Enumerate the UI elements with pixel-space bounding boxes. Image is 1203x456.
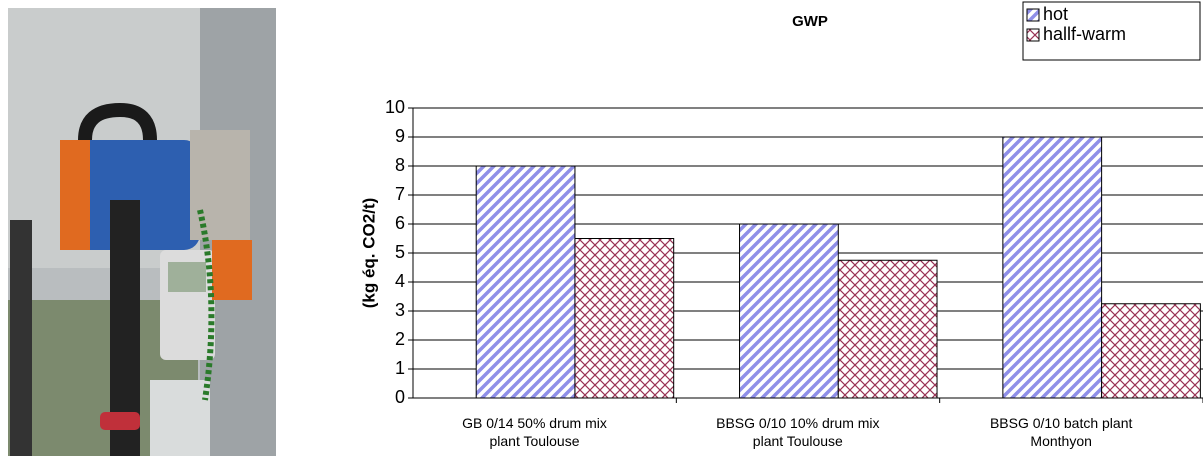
bar <box>1002 136 1103 399</box>
legend-label: hallf-warm <box>1043 24 1126 44</box>
legend-swatch <box>1026 28 1040 42</box>
y-tick-label: 9 <box>395 126 405 146</box>
legend-label: hot <box>1043 4 1068 24</box>
bar <box>475 165 576 399</box>
photo <box>8 8 276 456</box>
y-tick-label: 4 <box>395 271 405 291</box>
y-tick-label: 2 <box>395 329 405 349</box>
legend-swatch <box>1026 8 1040 22</box>
legend-box <box>1022 1 1201 61</box>
bar <box>837 259 938 399</box>
x-tick-label: BBSG 0/10 10% drum mix plant Toulouse <box>716 415 880 449</box>
bar <box>1101 303 1201 399</box>
y-tick-label: 1 <box>395 358 405 378</box>
y-tick-label: 3 <box>395 300 405 320</box>
y-tick-label: 5 <box>395 242 405 262</box>
y-tick-label: 7 <box>395 184 405 204</box>
bar <box>739 223 839 399</box>
y-axis-label: (kg éq. CO2/t) <box>359 198 378 309</box>
x-tick-label: GB 0/14 50% drum mix plant Toulouse <box>462 415 607 449</box>
chart-title: GWP <box>792 13 828 30</box>
y-tick-label: 0 <box>395 387 405 407</box>
bar <box>574 238 675 399</box>
y-tick-label: 8 <box>395 155 405 175</box>
x-tick-label: BBSG 0/10 batch plant Monthyon <box>989 415 1133 449</box>
y-tick-label: 10 <box>385 97 405 117</box>
y-tick-label: 6 <box>395 213 405 233</box>
